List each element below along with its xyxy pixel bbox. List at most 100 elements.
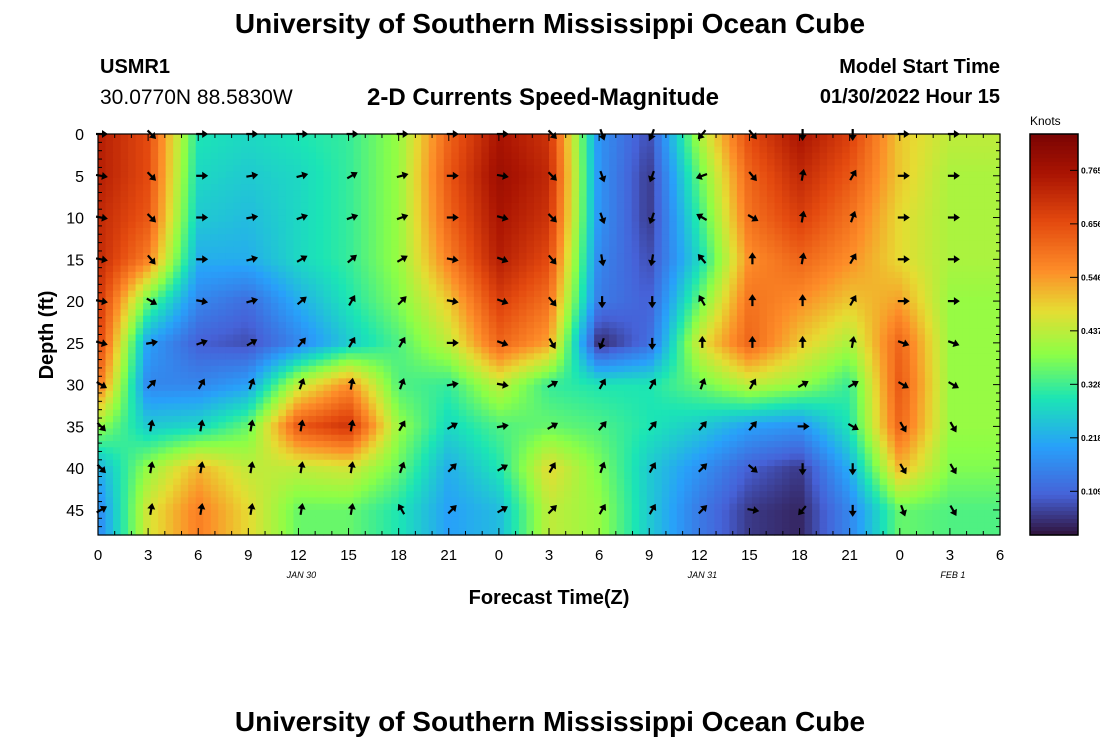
heatmap-cell [263,190,272,198]
heatmap-cell [98,165,107,173]
heatmap-cell [564,209,573,217]
heatmap-cell [436,246,445,254]
heatmap-cell [706,196,715,204]
heatmap-cell [812,353,821,361]
heatmap-cell [947,278,956,285]
heatmap-cell [872,184,881,191]
heatmap-cell [135,140,144,148]
heatmap-cell [571,159,580,166]
heatmap-cell [977,184,986,191]
heatmap-cell [879,303,888,311]
heatmap-cell [331,359,340,367]
heatmap-cell [315,209,325,217]
heatmap-cell [691,359,700,367]
heatmap-cell [518,353,528,361]
heatmap-cell [766,240,776,248]
heatmap-cell [526,190,535,198]
heatmap-cell [969,171,979,179]
heatmap-cell [165,271,174,279]
heatmap-cell [669,271,678,279]
heatmap-cell [992,152,1001,160]
heatmap-cell [872,259,881,267]
heatmap-cell [879,184,888,191]
heatmap-cell [579,340,588,348]
heatmap-cell [594,390,603,398]
heatmap-cell [887,240,896,248]
heatmap-cell [842,202,851,210]
heatmap-cell [270,171,279,179]
heatmap-cell [842,215,851,223]
heatmap-cell [368,171,377,179]
heatmap-cell [797,152,806,160]
heatmap-cell [736,347,746,354]
heatmap-cell [977,152,986,160]
heatmap-cell [586,284,595,292]
heatmap-cell [744,372,753,379]
heatmap-cell [834,309,843,317]
heatmap-cell [203,190,212,198]
heatmap-cell [376,290,385,298]
heatmap-cell [586,390,595,398]
heatmap-cell [210,365,219,373]
heatmap-cell [323,271,332,279]
heatmap-cell [105,134,114,141]
heatmap-cell [511,234,520,242]
heatmap-cell [300,278,310,285]
heatmap-cell [248,202,257,210]
heatmap-cell [300,353,310,361]
heatmap-cell [879,227,888,235]
heatmap-cell [624,134,633,141]
heatmap-cell [308,353,317,361]
heatmap-cell [586,303,595,311]
heatmap-cell [624,284,633,292]
heatmap-cell [624,215,633,223]
heatmap-cell [609,234,618,242]
heatmap-cell [586,140,595,148]
heatmap-cell [894,359,903,367]
heatmap-cell [511,171,520,179]
heatmap-cell [879,359,888,367]
heatmap-cell [203,140,212,148]
heatmap-cell [661,146,670,154]
heatmap-cell [391,165,400,173]
heatmap-cell [188,221,197,229]
heatmap-cell [488,159,497,166]
heatmap-cell [248,177,257,185]
heatmap-cell [353,165,362,173]
heatmap-cell [466,384,475,392]
heatmap-cell [924,209,933,217]
heatmap-cell [579,321,588,329]
heatmap-cell [977,171,986,179]
heatmap-cell [315,221,325,229]
heatmap-cell [218,134,227,141]
heatmap-cell [804,177,813,185]
heatmap-cell [541,278,550,285]
heatmap-cell [376,309,385,317]
heatmap-cell [699,190,708,198]
heatmap-cell [270,284,279,292]
heatmap-cell [300,165,310,173]
heatmap-cell [293,177,302,185]
heatmap-cell [631,159,640,166]
heatmap-cell [789,321,798,329]
heatmap-cell [594,177,603,185]
heatmap-cell [601,334,610,342]
heatmap-cell [962,259,971,267]
heatmap-cell [150,140,159,148]
heatmap-cell [398,177,407,185]
heatmap-cell [391,271,400,279]
heatmap-cell [909,359,918,367]
heatmap-cell [684,134,693,141]
heatmap-cell [842,253,851,260]
heatmap-cell [661,271,670,279]
heatmap-cell [270,259,279,267]
heatmap-cell [255,265,264,273]
heatmap-cell [601,309,610,317]
heatmap-cell [233,296,242,304]
heatmap-cell [932,234,941,242]
heatmap-cell [879,221,888,229]
heatmap-cell [872,202,881,210]
heatmap-cell [962,353,971,361]
heatmap-cell [699,290,708,298]
heatmap-cell [977,196,986,204]
